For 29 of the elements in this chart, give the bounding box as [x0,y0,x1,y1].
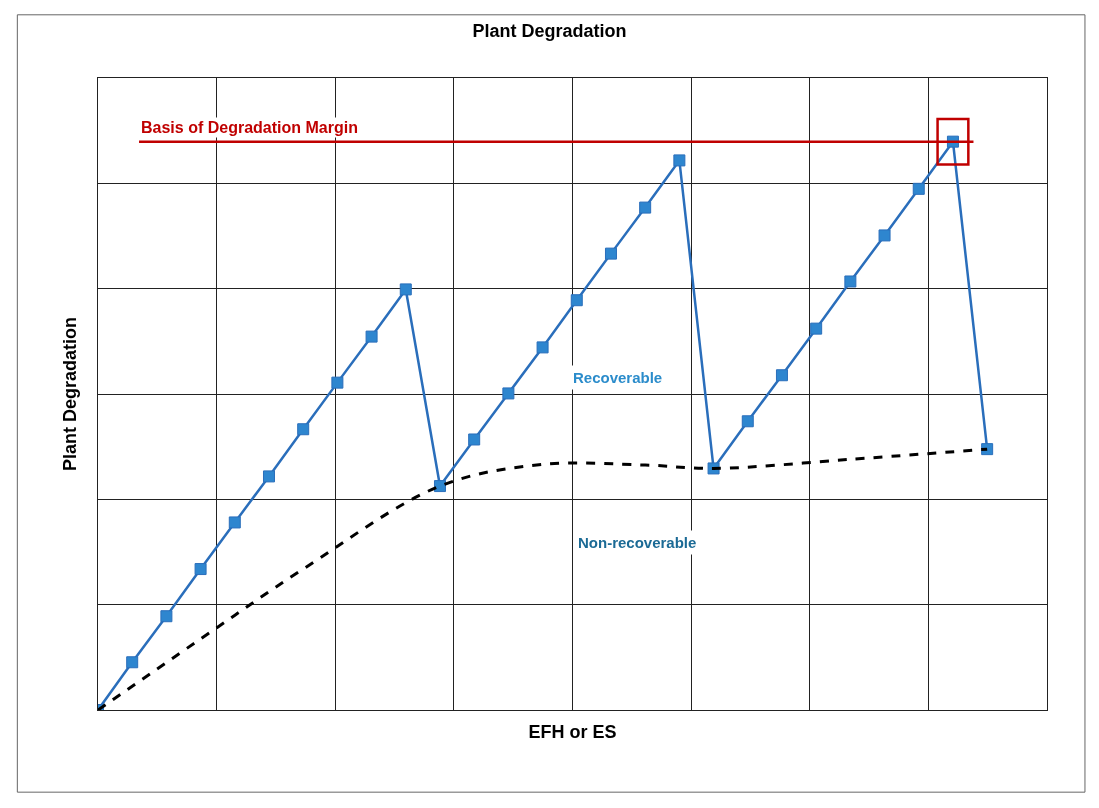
point [912,182,925,195]
ref-line-label: Basis of Degradation Margin [141,119,358,136]
x-axis-title: EFH or ES [528,722,617,743]
point [468,433,481,446]
point [262,470,275,483]
point [331,376,344,389]
point [297,423,310,436]
point [502,387,515,400]
annotation: Recoverable [573,369,663,386]
point [365,330,378,343]
point [194,563,207,576]
point [604,247,617,260]
point [536,341,549,354]
point [639,201,652,214]
point [810,322,823,335]
annotation: Non-recoverable [578,534,697,551]
point [844,275,857,288]
point [228,516,241,529]
chart-title: Plant Degradation [472,20,627,41]
point [433,480,446,493]
point [160,610,173,623]
point [741,415,754,428]
y-axis-title: Plant Degradation [60,316,81,472]
point [570,294,583,307]
point [775,369,788,382]
point [126,656,139,669]
point [399,283,412,296]
point [673,154,686,167]
point [878,229,891,242]
